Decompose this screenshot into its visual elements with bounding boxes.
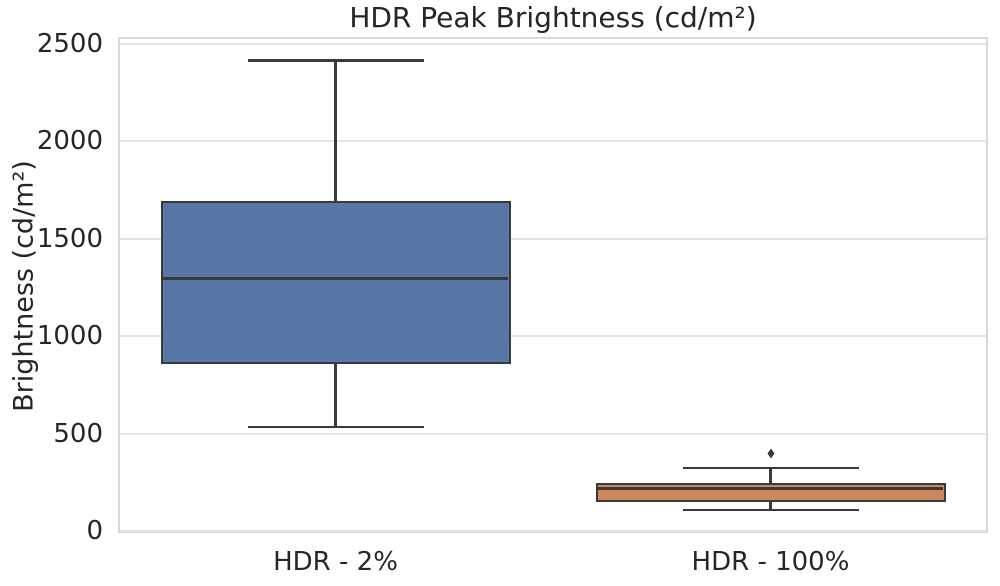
whisker-stem-upper	[334, 60, 337, 201]
gridline	[120, 42, 986, 45]
gridline	[120, 140, 986, 143]
whisker-stem-lower	[769, 501, 772, 511]
whisker-cap-upper	[682, 466, 859, 470]
gridline	[120, 237, 986, 240]
median-line	[163, 277, 508, 280]
y-axis-label: Brightness (cd/m²)	[8, 160, 40, 412]
whisker-stem-lower	[334, 364, 337, 427]
whisker-cap-lower	[682, 508, 859, 512]
gridline	[120, 432, 986, 435]
chart-title: HDR Peak Brightness (cd/m²)	[349, 1, 757, 34]
y-tick-label: 1500	[36, 223, 103, 254]
y-tick-label: 2000	[36, 126, 103, 157]
iqr-box	[160, 200, 511, 365]
iqr-box	[595, 483, 946, 502]
whisker-stem-upper	[769, 467, 772, 484]
y-tick-label: 2500	[36, 28, 103, 59]
y-tick-label: 500	[53, 418, 103, 449]
whisker-cap-lower	[247, 425, 424, 429]
gridline	[120, 335, 986, 338]
median-line	[598, 487, 943, 490]
gridline	[120, 530, 986, 533]
y-tick-label: 1000	[36, 321, 103, 352]
x-tick-label: HDR - 2%	[273, 547, 398, 577]
x-tick-label: HDR - 100%	[691, 547, 850, 577]
whisker-cap-upper	[247, 59, 424, 62]
y-tick-label: 0	[86, 516, 103, 547]
